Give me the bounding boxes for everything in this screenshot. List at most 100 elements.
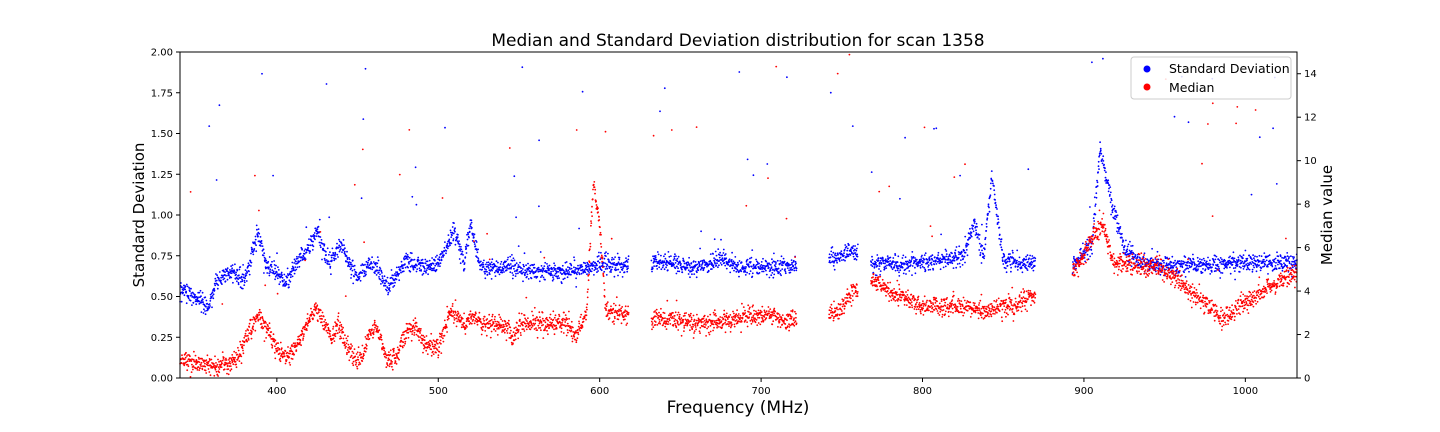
std-dev-point xyxy=(899,197,901,200)
median-point xyxy=(530,326,533,329)
median-point xyxy=(191,363,193,366)
std-dev-point xyxy=(1242,254,1245,256)
std-dev-point xyxy=(1005,258,1008,261)
std-dev-point xyxy=(393,284,396,287)
median-point xyxy=(254,329,257,332)
median-point xyxy=(410,339,413,342)
std-dev-point xyxy=(473,243,476,246)
std-dev-point xyxy=(992,182,994,185)
median-point xyxy=(507,319,510,322)
std-dev-point xyxy=(997,218,1000,221)
std-dev-point xyxy=(223,273,226,276)
median-point xyxy=(373,321,376,324)
std-dev-point xyxy=(427,273,429,276)
std-dev-point xyxy=(305,251,308,254)
median-point xyxy=(243,340,246,343)
std-dev-point xyxy=(262,254,265,257)
median-point xyxy=(524,322,527,325)
std-dev-point xyxy=(875,261,877,264)
std-dev-point xyxy=(1136,255,1139,258)
std-dev-point xyxy=(269,268,272,271)
std-dev-point xyxy=(237,278,240,280)
std-dev-point xyxy=(1215,255,1218,258)
std-dev-point xyxy=(1279,255,1282,258)
median-point xyxy=(488,313,491,316)
std-dev-point xyxy=(727,263,730,266)
median-point xyxy=(214,368,217,371)
std-dev-point xyxy=(536,275,539,278)
std-dev-point xyxy=(1290,255,1292,258)
median-point xyxy=(338,324,341,327)
median-point xyxy=(320,315,323,317)
std-dev-point xyxy=(604,268,607,270)
std-dev-point xyxy=(380,283,382,285)
std-dev-point xyxy=(654,260,656,263)
median-point xyxy=(306,317,309,320)
std-dev-point xyxy=(584,271,587,274)
median-point xyxy=(443,319,446,322)
median-point xyxy=(498,323,501,325)
std-dev-point xyxy=(832,251,835,254)
median-point xyxy=(541,311,544,314)
std-dev-point xyxy=(502,267,505,270)
std-dev-point xyxy=(781,264,784,267)
std-dev-point xyxy=(954,253,957,255)
std-dev-point xyxy=(694,261,697,263)
std-dev-point xyxy=(540,268,542,271)
std-dev-point xyxy=(381,281,384,284)
std-dev-point xyxy=(717,266,719,269)
std-dev-point xyxy=(285,280,287,283)
std-dev-point xyxy=(733,269,735,272)
std-dev-point xyxy=(1017,265,1020,268)
median-point xyxy=(350,355,353,357)
std-dev-point xyxy=(1288,256,1290,258)
std-dev-point xyxy=(456,240,459,243)
std-dev-point xyxy=(384,282,386,284)
std-dev-point xyxy=(991,180,994,183)
std-dev-point xyxy=(569,268,571,270)
median-point xyxy=(302,337,305,340)
median-point xyxy=(200,361,203,364)
std-dev-point xyxy=(375,274,378,276)
std-dev-point xyxy=(606,267,609,270)
std-dev-point xyxy=(1207,256,1209,259)
std-dev-point xyxy=(421,274,424,276)
std-dev-point xyxy=(685,267,687,270)
std-dev-point xyxy=(215,273,217,275)
std-dev-point xyxy=(394,273,396,275)
std-dev-point xyxy=(751,272,754,275)
median-point xyxy=(229,369,232,372)
std-dev-point xyxy=(537,270,540,273)
std-dev-point xyxy=(1211,266,1213,269)
std-dev-point xyxy=(1251,268,1254,271)
std-dev-point xyxy=(351,259,354,262)
median-point xyxy=(181,354,183,357)
median-point xyxy=(337,320,340,322)
std-dev-point xyxy=(562,269,565,272)
std-dev-point xyxy=(1027,168,1030,171)
median-point xyxy=(531,310,533,313)
std-dev-point xyxy=(314,227,317,230)
std-dev-point xyxy=(989,194,992,197)
median-point xyxy=(409,330,412,333)
std-dev-point xyxy=(979,254,982,256)
std-dev-point xyxy=(548,264,551,267)
std-dev-point xyxy=(296,257,299,260)
std-dev-point xyxy=(839,256,842,259)
median-point xyxy=(321,311,324,314)
median-point xyxy=(460,326,463,329)
std-dev-point xyxy=(524,274,526,277)
std-dev-point xyxy=(687,261,690,264)
std-dev-point xyxy=(1183,261,1186,264)
std-dev-point xyxy=(1244,249,1247,252)
std-dev-point xyxy=(835,254,837,257)
std-dev-point xyxy=(485,263,487,266)
std-dev-point xyxy=(353,268,356,271)
median-point xyxy=(412,319,415,322)
median-point xyxy=(534,319,537,322)
std-dev-point xyxy=(605,265,608,268)
std-dev-point xyxy=(652,255,654,258)
std-dev-point xyxy=(668,255,671,258)
std-dev-point xyxy=(237,283,240,286)
std-dev-point xyxy=(1244,264,1246,267)
